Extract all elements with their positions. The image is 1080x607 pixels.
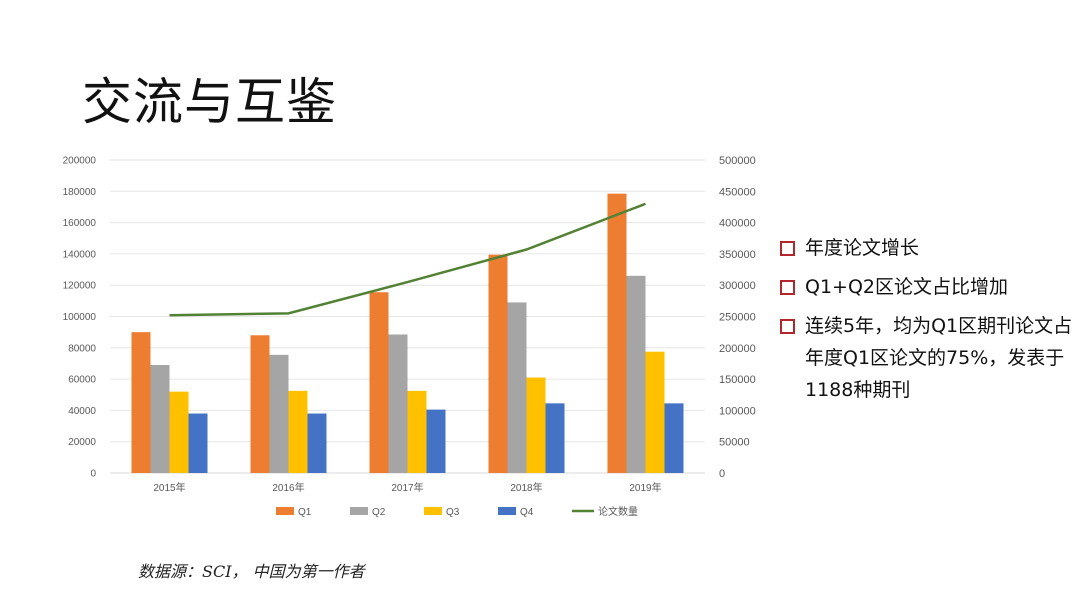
bar-q2 [507,302,527,473]
line-paper-count [169,202,646,317]
bar-q4 [188,413,208,473]
legend-label: 论文数量 [598,505,638,518]
right-tick-label: 50000 [719,437,750,449]
bullet-text: 年度论文增长 [805,237,920,259]
bullet-square-icon [780,319,795,334]
left-tick-label: 20000 [68,437,96,448]
bullet-list: 年度论文增长 Q1+Q2区论文占比增加 连续5年，均为Q1区期刊论文占年度Q1区… [778,232,1078,413]
right-tick-label: 250000 [719,312,756,324]
legend: Q1 Q2 Q3 Q4 论文数量 [276,505,638,518]
page-title: 交流与互鉴 [82,73,337,131]
bar-q1 [250,335,270,473]
left-tick-label: 80000 [68,343,96,354]
left-tick-label: 200000 [63,156,97,167]
bar-q4 [664,403,684,473]
bar-q3 [288,390,308,473]
legend-swatch [276,507,294,515]
bullet-item: 连续5年，均为Q1区期刊论文占年度Q1区论文的75%，发表于1188种期刊 [778,310,1078,406]
data-source-note: 数据源：SCI， 中国为第一作者 [138,562,365,581]
category-label: 2019年 [629,481,661,494]
right-tick-label: 100000 [719,405,756,417]
legend-swatch [498,507,516,515]
legend-label: Q1 [298,507,312,518]
bullet-text: 连续5年，均为Q1区期刊论文占年度Q1区论文的75%，发表于1188种期刊 [805,315,1073,401]
bar-q2 [388,334,408,473]
right-tick-label: 200000 [719,343,756,355]
bullet-text: Q1+Q2区论文占比增加 [805,276,1009,298]
line-series [169,202,646,317]
right-tick-label: 350000 [719,249,756,261]
bar-q3 [407,390,427,473]
bar-q1 [131,332,151,473]
category-labels: 2015年 2016年 2017年 2018年 2019年 [153,481,661,494]
legend-swatch [350,507,368,515]
left-tick-label: 0 [90,469,96,480]
left-tick-label: 160000 [63,218,97,229]
left-tick-label: 60000 [68,375,96,386]
bar-q3 [526,377,546,473]
right-tick-label: 300000 [719,280,756,292]
left-tick-label: 120000 [63,281,97,292]
left-axis-ticks: 0 20000 40000 60000 80000 100000 120000 140000 1… [63,156,97,480]
legend-swatch [424,507,442,515]
bar-q2 [626,275,646,473]
bullet-square-icon [780,280,795,295]
bar-q4 [307,413,327,473]
bar-q1 [607,193,627,473]
bar-q2 [269,354,289,473]
bar-q1 [488,254,508,473]
bar-q3 [645,351,665,473]
left-tick-label: 40000 [68,406,96,417]
bar-q1 [369,292,389,473]
bullet-item: 年度论文增长 [778,232,1078,264]
right-tick-label: 400000 [719,218,756,230]
right-tick-label: 450000 [719,186,756,198]
bar-q2 [150,365,170,473]
right-tick-label: 150000 [719,374,756,386]
bar-q4 [545,403,565,473]
category-label: 2018年 [510,481,542,494]
right-tick-label: 0 [719,468,725,480]
right-tick-label: 500000 [719,155,756,167]
bar-q3 [169,391,189,473]
category-label: 2015年 [153,481,185,494]
left-tick-label: 100000 [63,312,97,323]
legend-label: Q3 [446,507,460,518]
bullet-square-icon [780,241,795,256]
bullet-item: Q1+Q2区论文占比增加 [778,271,1078,303]
bar-q4 [426,409,446,473]
legend-label: Q2 [372,507,386,518]
category-label: 2016年 [272,481,304,494]
right-axis-ticks: 0 50000 100000 150000 200000 250000 300000 3500… [719,155,756,480]
category-label: 2017年 [391,481,423,494]
left-tick-label: 180000 [63,187,97,198]
legend-label: Q4 [520,507,534,518]
left-tick-label: 140000 [63,249,97,260]
bars [131,193,684,473]
